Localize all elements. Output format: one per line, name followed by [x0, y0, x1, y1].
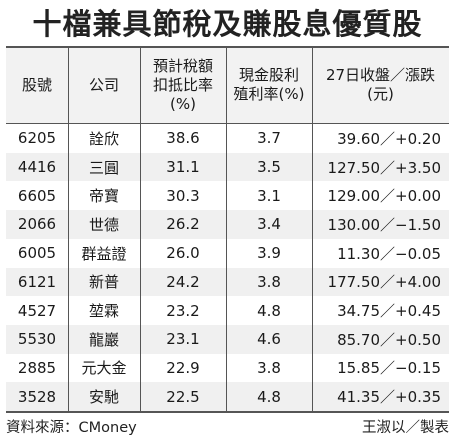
cell-yield: 3.8 — [257, 358, 281, 377]
cell-code: 5530 — [17, 330, 57, 349]
cell-yield: 3.7 — [257, 129, 281, 148]
cell-tax-ratio: 38.6 — [166, 129, 200, 148]
cell-tax-ratio: 24.2 — [166, 272, 200, 291]
table-row: 2066 世德 26.2 3.4 130.00／−1.50 — [6, 210, 449, 239]
cell-tax-ratio: 23.2 — [166, 301, 200, 320]
cell-yield: 3.1 — [257, 186, 281, 205]
header-code: 股號 — [21, 75, 52, 94]
cell-company: 詮欣 — [88, 129, 119, 148]
cell-company: 堃霖 — [88, 302, 119, 321]
cell-company: 龍巖 — [88, 330, 119, 349]
cell-yield: 3.9 — [257, 244, 281, 263]
cell-tax-ratio: 26.0 — [166, 244, 200, 263]
cell-price: 34.75／+0.45 — [337, 302, 441, 321]
cell-company: 群益證 — [81, 244, 127, 263]
cell-tax-ratio: 22.5 — [166, 387, 200, 406]
table-row: 4527 堃霖 23.2 4.8 34.75／+0.45 — [6, 296, 449, 325]
cell-yield: 3.8 — [257, 272, 281, 291]
cell-tax-ratio: 31.1 — [166, 158, 200, 177]
table-row: 6205 詮欣 38.6 3.7 39.60／+0.20 — [6, 124, 449, 153]
table-title: 十檔兼具節稅及賺股息優質股 — [32, 7, 423, 41]
cell-yield: 3.5 — [257, 158, 281, 177]
cell-company: 帝寶 — [88, 187, 119, 206]
cell-code: 2885 — [17, 358, 57, 377]
header-price: 27日收盤／漲跌 (元) — [325, 66, 436, 103]
cell-tax-ratio: 23.1 — [166, 330, 200, 349]
cell-yield: 4.8 — [257, 301, 281, 320]
cell-tax-ratio: 30.3 — [166, 186, 200, 205]
cell-price: 127.50／+3.50 — [327, 158, 441, 177]
cell-price: 15.85／−0.15 — [337, 359, 441, 378]
cell-yield: 4.6 — [257, 330, 281, 349]
credit-note: 王淑以／製表 — [362, 420, 449, 436]
cell-price: 130.00／−1.50 — [327, 215, 441, 234]
column-divider — [312, 48, 313, 411]
column-divider — [140, 48, 141, 411]
table-row: 6005 群益證 26.0 3.9 11.30／−0.05 — [6, 239, 449, 268]
cell-code: 4527 — [17, 301, 57, 320]
cell-yield: 4.8 — [257, 387, 281, 406]
table-header: 股號 公司 預計稅額 扣抵比率 (%) 現金股利 殖利率(%) 27日收盤／漲跌… — [6, 48, 449, 124]
table-row: 5530 龍巖 23.1 4.6 85.70／+0.50 — [6, 324, 449, 354]
cell-code: 6121 — [17, 272, 57, 291]
cell-price: 129.00／+0.00 — [327, 187, 441, 206]
header-tax-ratio: 預計稅額 扣抵比率 (%) — [152, 56, 213, 113]
table-row: 3528 安馳 22.5 4.8 41.35／+0.35 — [6, 382, 449, 411]
cell-code: 2066 — [17, 215, 57, 234]
cell-company: 安馳 — [88, 388, 119, 407]
source-note: 資料來源：CMoney — [6, 420, 137, 436]
cell-price: 11.30／−0.05 — [337, 244, 441, 263]
cell-code: 6605 — [17, 186, 57, 205]
header-yield: 現金股利 殖利率(%) — [233, 66, 305, 103]
cell-price: 39.60／+0.20 — [337, 129, 441, 148]
table-row: 6605 帝寶 30.3 3.1 129.00／+0.00 — [6, 181, 449, 210]
stock-table: 股號 公司 預計稅額 扣抵比率 (%) 現金股利 殖利率(%) 27日收盤／漲跌… — [6, 46, 449, 413]
column-divider — [226, 48, 227, 411]
cell-company: 三圓 — [88, 158, 119, 177]
column-divider — [68, 48, 69, 411]
cell-company: 元大金 — [81, 359, 127, 378]
cell-price: 177.50／+4.00 — [327, 273, 441, 292]
header-company: 公司 — [88, 75, 119, 94]
cell-code: 6005 — [17, 244, 57, 263]
cell-price: 41.35／+0.35 — [337, 388, 441, 407]
cell-tax-ratio: 26.2 — [166, 215, 200, 234]
cell-yield: 3.4 — [257, 215, 281, 234]
cell-code: 3528 — [17, 387, 57, 406]
cell-company: 世德 — [88, 215, 119, 234]
cell-company: 新普 — [88, 273, 119, 292]
table-row: 4416 三圓 31.1 3.5 127.50／+3.50 — [6, 152, 449, 182]
cell-code: 6205 — [17, 129, 57, 148]
cell-code: 4416 — [17, 158, 57, 177]
table-row: 2885 元大金 22.9 3.8 15.85／−0.15 — [6, 354, 449, 383]
table-row: 6121 新普 24.2 3.8 177.50／+4.00 — [6, 267, 449, 297]
cell-price: 85.70／+0.50 — [337, 330, 441, 349]
cell-tax-ratio: 22.9 — [166, 358, 200, 377]
